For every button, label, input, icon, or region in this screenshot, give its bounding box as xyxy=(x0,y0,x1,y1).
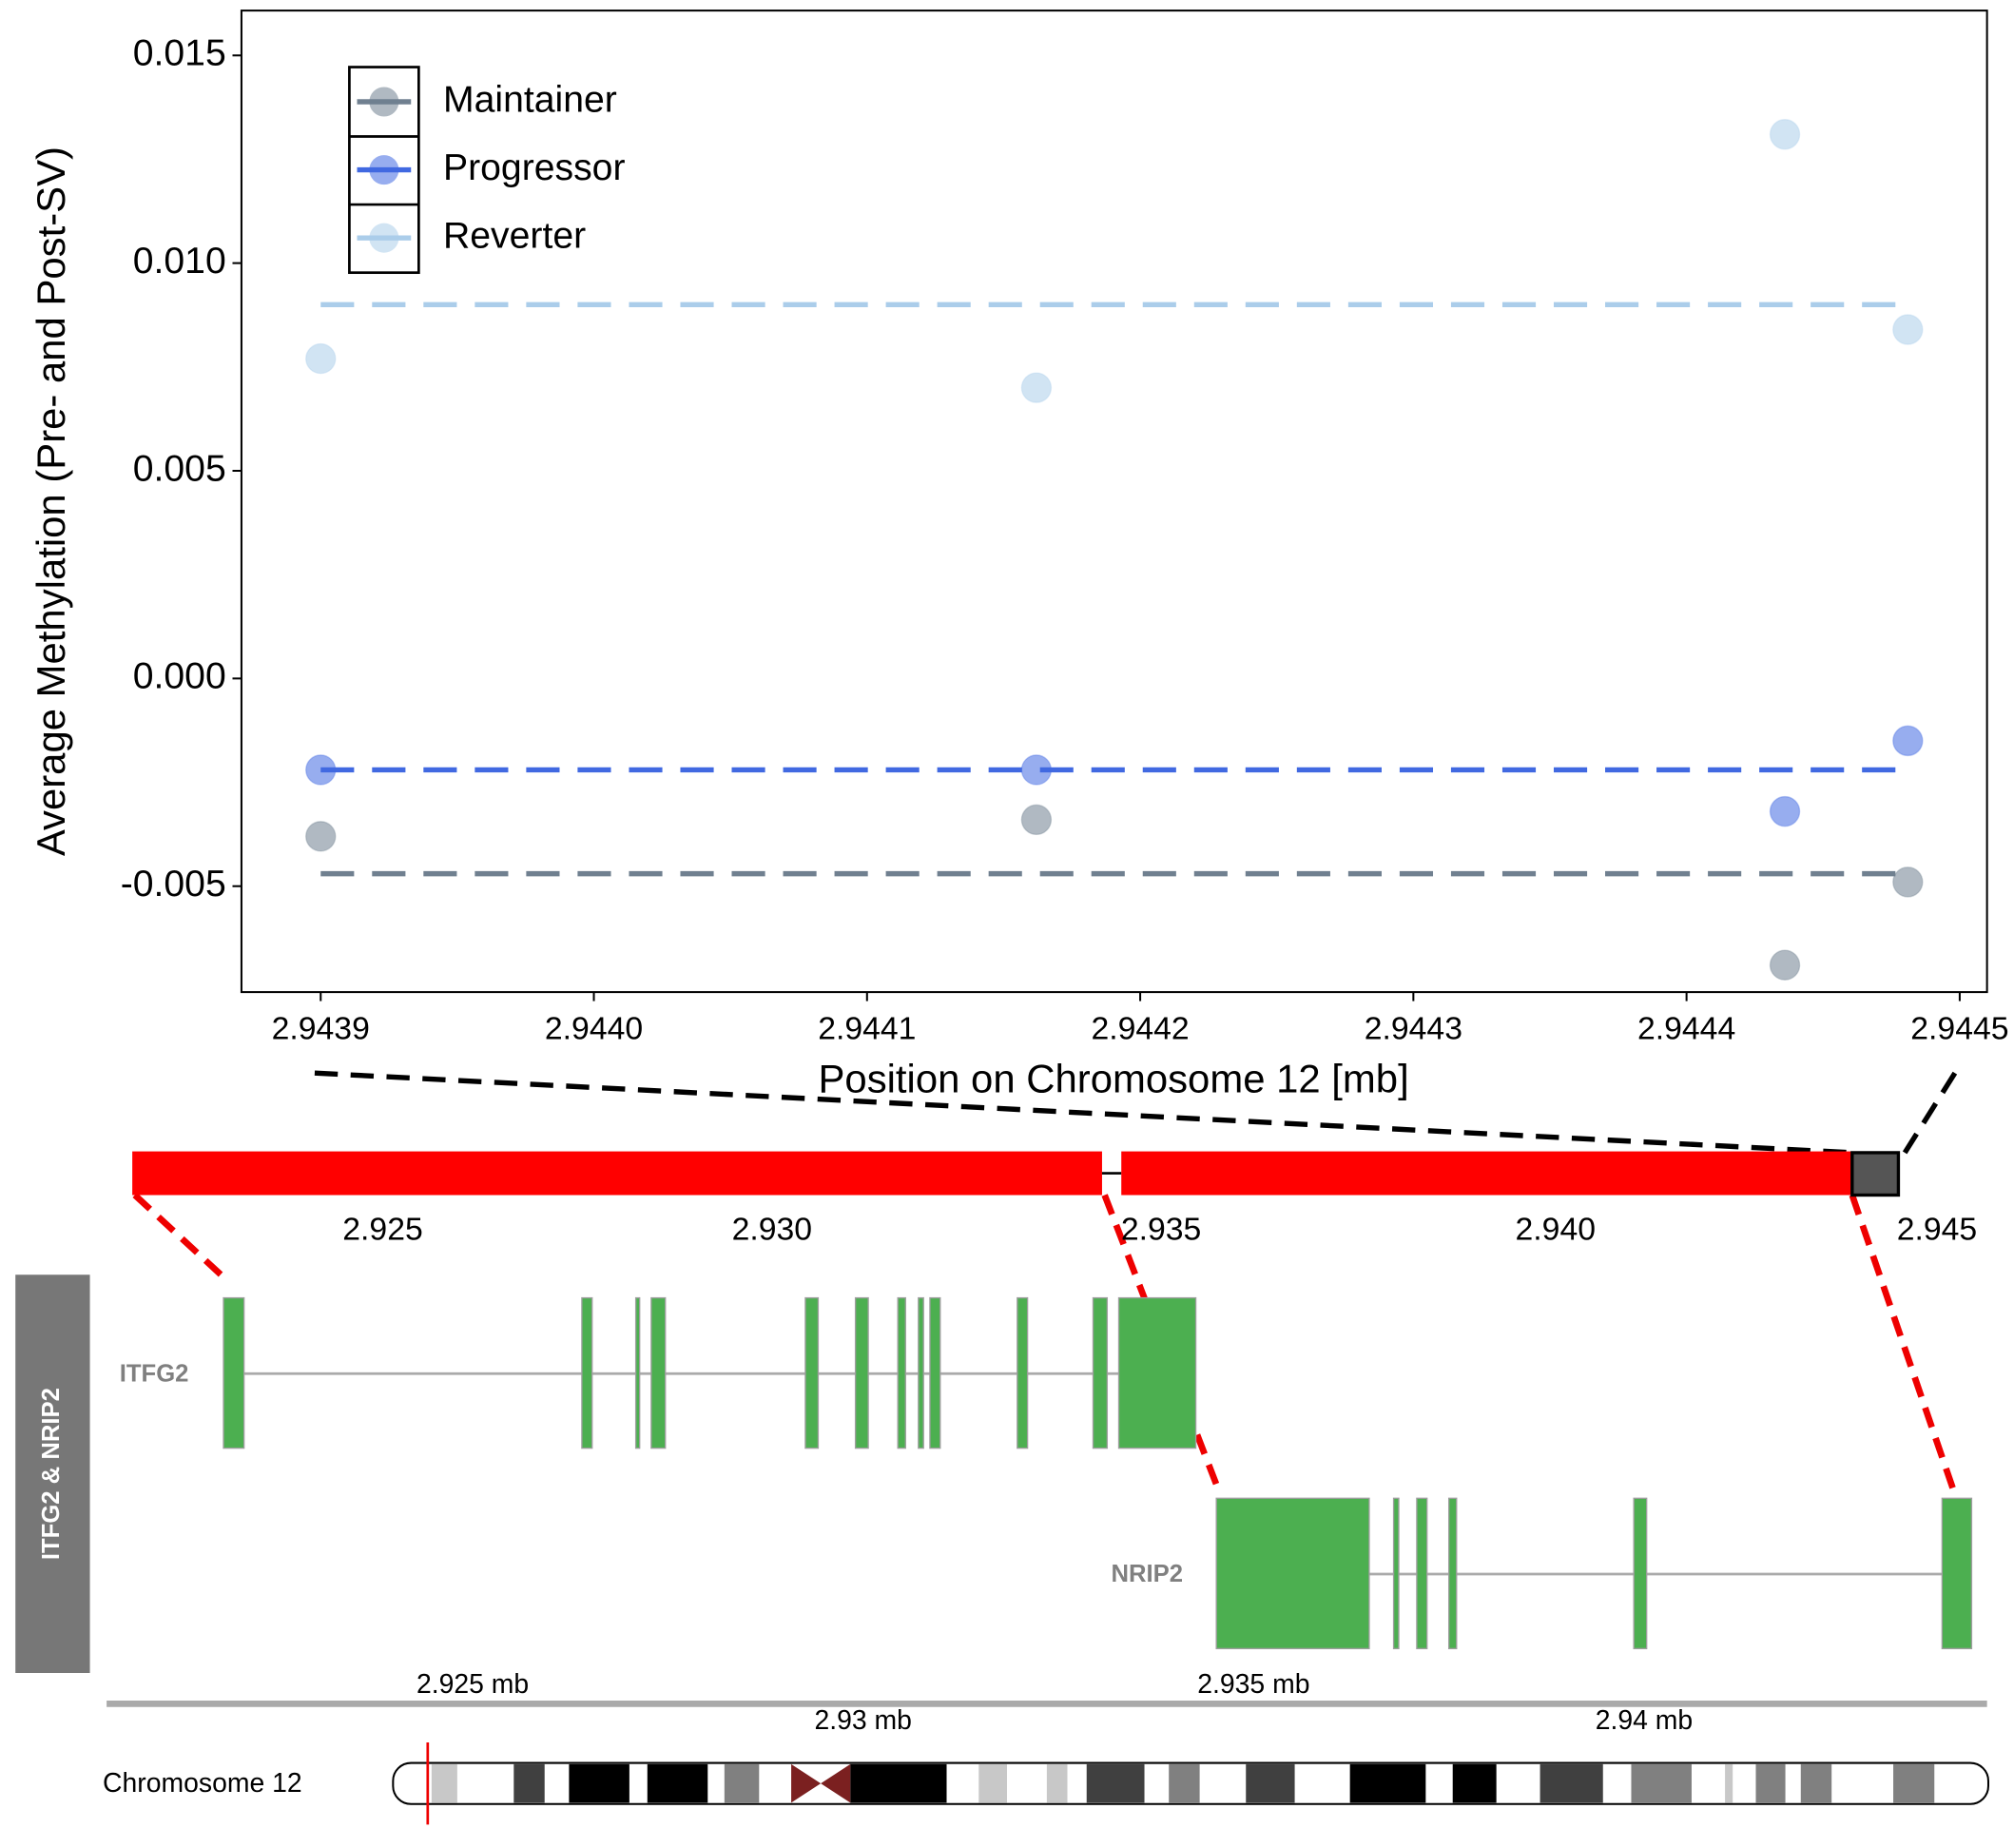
exon xyxy=(1941,1497,1973,1650)
exon xyxy=(1416,1497,1428,1650)
band xyxy=(1086,1763,1145,1803)
legend-label: Maintainer xyxy=(443,79,617,120)
point xyxy=(1769,949,1801,981)
point xyxy=(1769,119,1801,150)
track-header xyxy=(15,1274,90,1673)
x-tick-label: 2.9440 xyxy=(545,1011,643,1047)
genome-tick-label: 2.94 mb xyxy=(1596,1705,1693,1736)
band xyxy=(850,1763,947,1803)
genome-tick-label: 2.935 mb xyxy=(1197,1669,1309,1700)
exon xyxy=(581,1296,593,1449)
band xyxy=(1246,1763,1295,1803)
region-tick-label: 2.935 xyxy=(1121,1211,1201,1247)
region xyxy=(132,1151,1102,1196)
genome-tick-label: 2.93 mb xyxy=(814,1705,911,1736)
gene-label: NRIP2 xyxy=(1111,1561,1183,1587)
exon xyxy=(854,1296,869,1449)
band xyxy=(1725,1763,1733,1803)
region-tick-label: 2.940 xyxy=(1516,1211,1596,1247)
exon xyxy=(1447,1497,1458,1650)
band xyxy=(569,1763,629,1803)
exon xyxy=(634,1296,641,1449)
point xyxy=(1892,725,1924,757)
legend-key-point xyxy=(369,87,399,117)
ideogram-label: Chromosome 12 xyxy=(103,1768,302,1799)
x-tick-label: 2.9443 xyxy=(1365,1011,1462,1047)
exon xyxy=(1092,1296,1109,1449)
region-tick-label: 2.925 xyxy=(342,1211,422,1247)
band xyxy=(1452,1763,1497,1803)
y-tick-label: 0.010 xyxy=(133,241,226,282)
point xyxy=(1020,754,1053,786)
band xyxy=(1631,1763,1692,1803)
region-tick-label: 2.945 xyxy=(1897,1211,1977,1247)
band xyxy=(1893,1763,1935,1803)
exon xyxy=(1215,1497,1370,1650)
point xyxy=(305,754,337,786)
gene-label: ITFG2 xyxy=(120,1360,189,1387)
band xyxy=(724,1763,760,1803)
point xyxy=(1020,804,1053,836)
x-tick-label: 2.9444 xyxy=(1637,1011,1735,1047)
exon xyxy=(650,1296,667,1449)
exon xyxy=(223,1296,245,1449)
zoom-connectors xyxy=(132,1070,1959,1496)
band xyxy=(1540,1763,1603,1803)
x-tick-label: 2.9439 xyxy=(272,1011,370,1047)
band xyxy=(647,1763,708,1803)
x-axis-title: Position on Chromosome 12 [mb] xyxy=(819,1057,1409,1101)
point xyxy=(1769,795,1801,827)
exon xyxy=(804,1296,820,1449)
exon xyxy=(897,1296,906,1449)
zoom-box xyxy=(1850,1151,1901,1197)
track-title: ITFG2 & NRIP2 xyxy=(38,1388,65,1560)
legend-label: Progressor xyxy=(443,147,626,188)
band xyxy=(1349,1763,1426,1803)
legend-key-point xyxy=(369,223,399,253)
band xyxy=(1046,1763,1068,1803)
y-tick-label: 0.000 xyxy=(133,656,226,697)
connector xyxy=(1849,1194,1959,1496)
band xyxy=(1800,1763,1832,1803)
exon xyxy=(1633,1497,1648,1650)
x-tick-label: 2.9445 xyxy=(1910,1011,2008,1047)
region xyxy=(1121,1151,1852,1196)
band xyxy=(431,1763,457,1803)
region-bar xyxy=(132,1151,1901,1197)
connector xyxy=(1101,1194,1224,1496)
point xyxy=(305,342,337,375)
point xyxy=(1892,314,1924,345)
y-axis-title: Average Methylation (Pre- and Post-SV) xyxy=(29,146,73,856)
region-tick-label: 2.930 xyxy=(732,1211,812,1247)
band xyxy=(978,1763,1007,1803)
exon xyxy=(918,1296,924,1449)
centromere xyxy=(791,1763,851,1803)
exon xyxy=(1117,1296,1197,1449)
point xyxy=(1020,372,1053,403)
ideogram xyxy=(392,1741,1989,1825)
exon xyxy=(1017,1296,1029,1449)
connector xyxy=(314,1070,1852,1156)
exon xyxy=(929,1296,941,1449)
y-tick-label: 0.005 xyxy=(133,448,226,489)
point xyxy=(1892,866,1924,898)
legend-label: Reverter xyxy=(443,216,586,257)
connector xyxy=(1902,1071,1958,1155)
band xyxy=(513,1763,545,1803)
plot-frame xyxy=(240,10,1988,994)
point xyxy=(305,821,337,852)
x-tick-label: 2.9442 xyxy=(1091,1011,1189,1047)
y-tick-label: -0.005 xyxy=(121,864,226,905)
exon xyxy=(1392,1497,1400,1650)
legend-key-point xyxy=(369,155,399,185)
y-tick-label: 0.015 xyxy=(133,33,226,74)
band xyxy=(1755,1763,1786,1803)
genome-tick-label: 2.925 mb xyxy=(416,1669,529,1700)
connector xyxy=(132,1193,223,1277)
x-tick-label: 2.9441 xyxy=(818,1011,916,1047)
band xyxy=(1169,1763,1200,1803)
